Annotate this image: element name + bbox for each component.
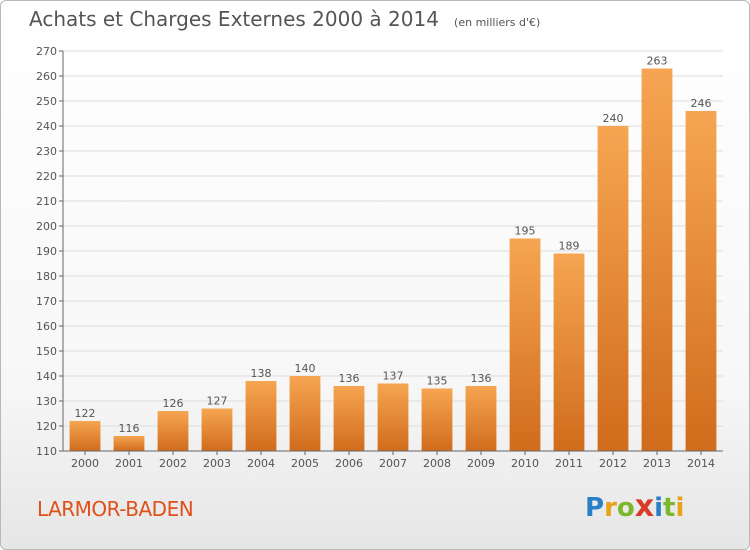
bar (333, 386, 365, 451)
data-label: 126 (163, 397, 184, 410)
y-tick-label: 170 (36, 295, 57, 308)
y-tick-label: 130 (36, 395, 57, 408)
x-tick-label: 2008 (423, 457, 451, 470)
bar (69, 421, 101, 451)
bar (597, 126, 629, 451)
data-label: 240 (603, 112, 624, 125)
bar (465, 386, 497, 451)
x-tick-label: 2000 (71, 457, 99, 470)
bars (69, 68, 717, 451)
data-label: 140 (295, 362, 316, 375)
data-label: 136 (471, 372, 492, 385)
x-tick-label: 2011 (555, 457, 583, 470)
x-tick-label: 2014 (687, 457, 715, 470)
axes: 110 120 130 140 150 160 170 180 190 200 210 220 230 2… (36, 45, 723, 470)
logo-letter: i (675, 493, 685, 523)
data-label: 246 (691, 97, 712, 110)
x-tick-label: 2005 (291, 457, 319, 470)
bar (377, 383, 409, 451)
y-tick-label: 190 (36, 245, 57, 258)
y-tick-label: 140 (36, 370, 57, 383)
bar (157, 411, 189, 451)
x-tick-label: 2004 (247, 457, 275, 470)
proxiti-logo: Proxiti (585, 489, 684, 524)
bar (509, 238, 541, 451)
y-tick-label: 180 (36, 270, 57, 283)
y-tick-label: 230 (36, 145, 57, 158)
data-label: 116 (119, 422, 140, 435)
x-tick-label: 2013 (643, 457, 671, 470)
logo-letter: P (585, 493, 605, 523)
data-label: 135 (427, 375, 448, 388)
x-tick-label: 2012 (599, 457, 627, 470)
x-tick-label: 2002 (159, 457, 187, 470)
data-label: 127 (207, 395, 228, 408)
bar (289, 376, 321, 451)
x-tick-label: 2007 (379, 457, 407, 470)
data-label: 138 (251, 367, 272, 380)
x-tick-label: 2006 (335, 457, 363, 470)
y-tick-label: 260 (36, 70, 57, 83)
chart-title: Achats et Charges Externes 2000 à 2014 (29, 7, 439, 31)
bar (553, 253, 585, 451)
data-label: 189 (559, 240, 580, 253)
x-tick-label: 2010 (511, 457, 539, 470)
y-tick-label: 250 (36, 95, 57, 108)
x-tick-label: 2003 (203, 457, 231, 470)
data-label: 122 (75, 407, 96, 420)
y-tick-label: 160 (36, 320, 57, 333)
y-tick-label: 220 (36, 170, 57, 183)
chart-header: Achats et Charges Externes 2000 à 2014 (… (29, 7, 540, 31)
y-tick-label: 120 (36, 420, 57, 433)
data-label: 195 (515, 225, 536, 238)
bar (245, 381, 277, 451)
y-tick-label: 110 (36, 445, 57, 458)
data-label: 263 (647, 55, 668, 68)
data-label: 137 (383, 370, 404, 383)
y-tick-label: 240 (36, 120, 57, 133)
bar (201, 408, 233, 451)
x-tick-label: 2009 (467, 457, 495, 470)
y-tick-label: 270 (36, 45, 57, 58)
bar (113, 436, 145, 451)
bar (685, 111, 717, 451)
y-tick-label: 210 (36, 195, 57, 208)
data-labels: 122 116 126 127 138 140 136 137 135 136 195 189 240 2… (75, 55, 712, 436)
logo-letter: i (654, 493, 664, 523)
x-tick-label: 2001 (115, 457, 143, 470)
y-tick-label: 150 (36, 345, 57, 358)
logo-letter: o (616, 493, 635, 523)
commune-name: LARMOR-BADEN (37, 497, 194, 521)
data-label: 136 (339, 372, 360, 385)
logo-letter: t (663, 493, 676, 523)
y-tick-label: 200 (36, 220, 57, 233)
logo-letter: r (604, 493, 617, 523)
logo-letter: x (634, 489, 655, 524)
chart-unit: (en milliers d'€) (454, 16, 541, 29)
bar (641, 68, 673, 451)
bar (421, 388, 453, 451)
